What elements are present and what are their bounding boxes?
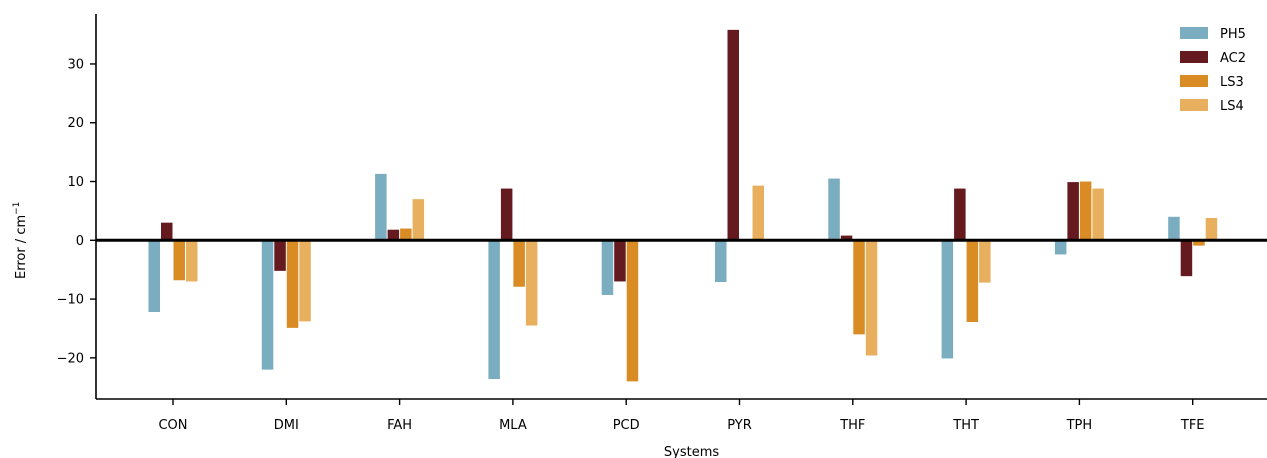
legend-swatch-ls3 [1180, 75, 1208, 87]
legend-label-ls4: LS4 [1220, 99, 1244, 114]
bar-ac2-thf [840, 235, 853, 241]
bar-ph5-pyr [715, 240, 727, 283]
bar-ac2-dmi [274, 240, 286, 271]
x-tick-label-mla: MLA [499, 418, 527, 433]
x-tick-label-tht: THT [952, 418, 979, 433]
legend-swatch-ac2 [1180, 51, 1208, 63]
legend-swatch-ls4 [1180, 99, 1208, 111]
bar-ls4-thf [865, 240, 878, 356]
bar-ls3-thf [853, 240, 865, 335]
bar-ls3-tfe [1193, 240, 1205, 246]
y-axis-title-text: Error / cm [14, 215, 29, 279]
bar-ph5-tph [1054, 240, 1067, 255]
bar-ac2-pyr [727, 29, 739, 241]
x-tick-label-dmi: DMI [274, 418, 299, 433]
bar-ph5-mla [488, 240, 500, 380]
x-axis-title: Systems [664, 445, 719, 458]
bar-ls4-con [186, 240, 198, 282]
x-tick-label-pcd: PCD [613, 418, 640, 433]
y-tick-label: 0 [76, 234, 84, 249]
y-tick-label: −10 [57, 293, 84, 308]
bar-ph5-thf [828, 178, 840, 241]
bar-ac2-mla [500, 188, 513, 241]
bar-ph5-tht [941, 240, 954, 359]
bar-ac2-pcd [614, 240, 626, 282]
bar-ph5-con [148, 240, 160, 313]
bar-ph5-pcd [601, 240, 614, 295]
y-axis-title: Error / cm−1 [12, 202, 29, 279]
legend-label-ac2: AC2 [1220, 51, 1246, 66]
bar-ls3-tht [966, 240, 979, 322]
bar-ac2-tht [954, 188, 966, 241]
legend-swatch-ph5 [1180, 27, 1208, 39]
y-tick-label: −20 [57, 351, 84, 366]
bar-ls4-dmi [299, 240, 311, 322]
y-tick-label: 30 [67, 57, 84, 72]
legend-label-ph5: PH5 [1220, 27, 1246, 42]
bar-ls4-pyr [752, 185, 764, 241]
x-tick-label-tfe: TFE [1180, 418, 1205, 433]
y-ticks: −20 −10 0 10 20 30 [57, 57, 96, 366]
bar-ac2-fah [387, 229, 400, 241]
bar-ac2-tfe [1180, 240, 1193, 277]
bar-ls4-tht [979, 240, 991, 283]
bar-ls3-con [173, 240, 185, 281]
bar-ls4-fah [412, 199, 425, 241]
bar-ac2-tph [1067, 182, 1079, 241]
y-tick-label: 20 [67, 116, 84, 131]
y-axis-title-superscript: −1 [12, 202, 22, 215]
legend: PH5 AC2 LS3 LS4 [1180, 27, 1246, 114]
x-tick-label-pyr: PYR [727, 418, 752, 433]
x-tick-label-fah: FAH [387, 418, 412, 433]
x-tick-label-con: CON [158, 418, 187, 433]
x-tick-label-tph: TPH [1066, 418, 1093, 433]
bar-ph5-dmi [261, 240, 274, 370]
y-tick-label: 10 [67, 175, 84, 190]
x-ticks: CON DMI FAH MLA PCD PYR THF THT TPH TFE [158, 399, 1205, 433]
bar-ls3-dmi [286, 240, 299, 328]
bar-ls4-tph [1092, 188, 1104, 241]
bar-ls3-tph [1079, 181, 1092, 241]
bars-group [148, 29, 1218, 382]
legend-label-ls3: LS3 [1220, 75, 1244, 90]
bar-ls4-mla [525, 240, 538, 326]
bar-ls4-tfe [1205, 217, 1218, 241]
bar-ls3-mla [513, 240, 525, 287]
bar-ls3-fah [400, 228, 412, 241]
bar-ph5-tfe [1168, 216, 1180, 241]
bar-ac2-con [161, 222, 173, 241]
x-tick-label-thf: THF [839, 418, 865, 433]
bar-ls3-pcd [626, 240, 639, 382]
bar-ph5-fah [375, 173, 387, 241]
